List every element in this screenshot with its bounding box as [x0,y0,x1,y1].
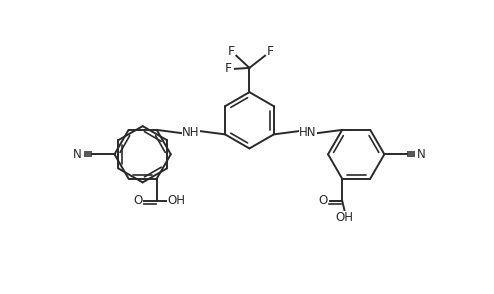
Text: F: F [225,62,232,75]
Text: OH: OH [335,211,354,225]
Text: O: O [133,194,142,207]
Text: F: F [227,45,235,58]
Text: N: N [417,148,426,161]
Text: NH: NH [182,126,200,139]
Text: N: N [73,148,82,161]
Text: OH: OH [167,194,185,207]
Text: F: F [267,45,274,58]
Text: HN: HN [299,126,317,139]
Text: O: O [319,194,328,207]
